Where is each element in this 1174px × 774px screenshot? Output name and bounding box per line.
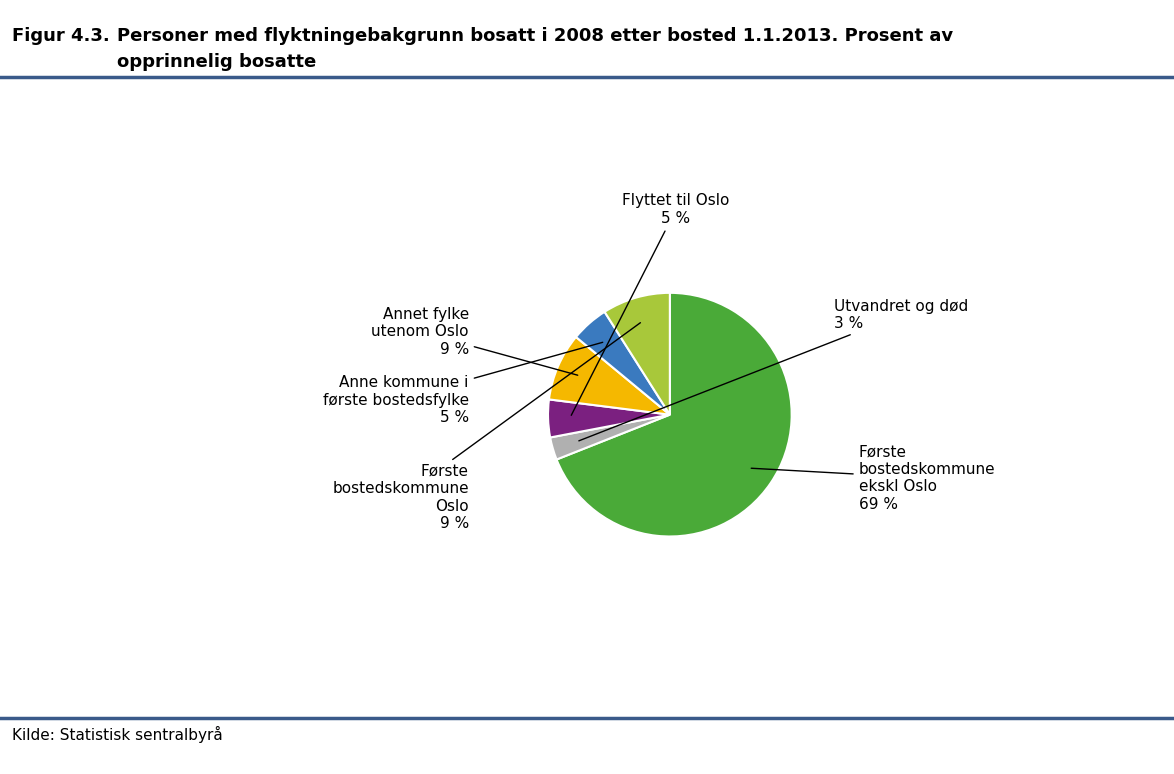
Text: Første
bostedskommune
ekskl Oslo
69 %: Første bostedskommune ekskl Oslo 69 %	[751, 444, 996, 512]
Wedge shape	[549, 337, 670, 415]
Text: Annet fylke
utenom Oslo
9 %: Annet fylke utenom Oslo 9 %	[371, 307, 578, 375]
Text: Figur 4.3.: Figur 4.3.	[12, 27, 109, 45]
Wedge shape	[576, 312, 670, 415]
Wedge shape	[556, 293, 791, 536]
Wedge shape	[551, 415, 670, 460]
Text: Personer med flyktningebakgrunn bosatt i 2008 etter bosted 1.1.2013. Prosent av: Personer med flyktningebakgrunn bosatt i…	[117, 27, 953, 45]
Wedge shape	[605, 293, 670, 415]
Text: Anne kommune i
første bostedsfylke
5 %: Anne kommune i første bostedsfylke 5 %	[323, 342, 602, 425]
Text: Kilde: Statistisk sentralbyrå: Kilde: Statistisk sentralbyrå	[12, 726, 223, 743]
Wedge shape	[548, 399, 670, 437]
Text: opprinnelig bosatte: opprinnelig bosatte	[117, 53, 317, 70]
Text: Flyttet til Oslo
5 %: Flyttet til Oslo 5 %	[572, 194, 729, 416]
Text: Første
bostedskommune
Oslo
9 %: Første bostedskommune Oslo 9 %	[332, 323, 640, 531]
Text: Utvandret og død
3 %: Utvandret og død 3 %	[579, 299, 969, 441]
